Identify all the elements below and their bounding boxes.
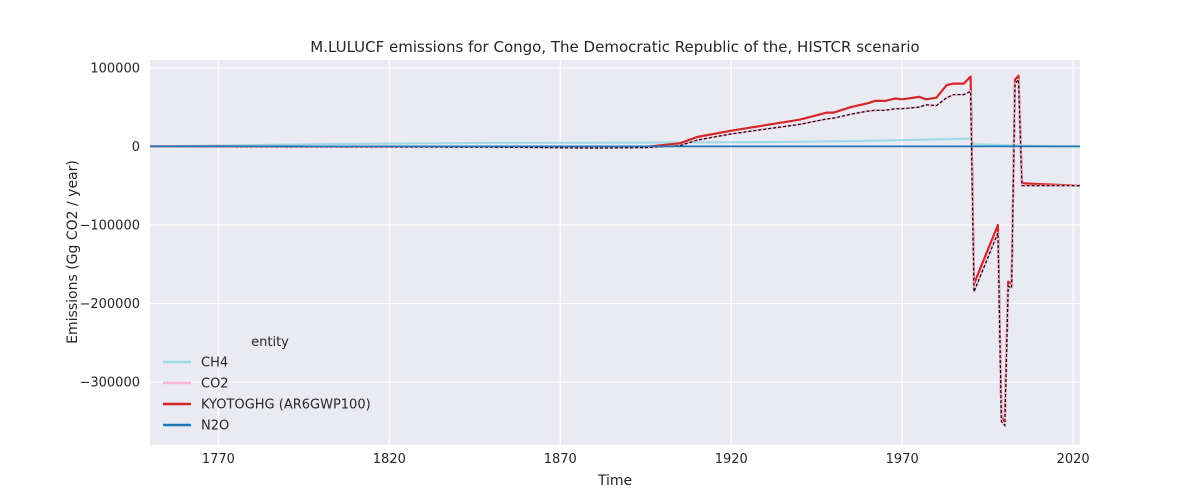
y-tick-label: 0 — [132, 140, 140, 155]
y-tick-label: −100000 — [79, 219, 140, 234]
chart-title: M.LULUCF emissions for Congo, The Democr… — [310, 38, 919, 56]
legend-entry-label: CH4 — [201, 356, 228, 371]
legend-entry-label: CO2 — [201, 377, 229, 392]
x-tick-label: 1820 — [373, 452, 406, 467]
plot-area — [150, 60, 1080, 445]
x-tick-label: 2020 — [1057, 452, 1090, 467]
y-tick-label: −200000 — [79, 297, 140, 312]
legend-title: entity — [251, 335, 289, 350]
y-tick-label: 100000 — [90, 61, 140, 76]
legend-entry-label: N2O — [201, 419, 229, 434]
legend: entity CH4 CO2 KYOTOGHG (AR6GWP100) N2O — [163, 335, 371, 434]
y-tick-label: −300000 — [79, 376, 140, 391]
axis-ticks: 1770 1820 1870 1920 1970 2020 100000 0 −100000 −2… — [79, 61, 1089, 467]
x-tick-label: 1770 — [202, 452, 235, 467]
x-tick-label: 1970 — [886, 452, 919, 467]
y-axis-title: Emissions (Gg CO2 / year) — [65, 160, 81, 344]
series-overlay-co2 — [149, 78, 1080, 427]
legend-entry-label: KYOTOGHG (AR6GWP100) — [201, 398, 371, 413]
x-tick-label: 1870 — [544, 452, 577, 467]
x-axis-title: Time — [597, 473, 632, 489]
x-tick-label: 1920 — [715, 452, 748, 467]
series-lines — [149, 74, 1081, 427]
